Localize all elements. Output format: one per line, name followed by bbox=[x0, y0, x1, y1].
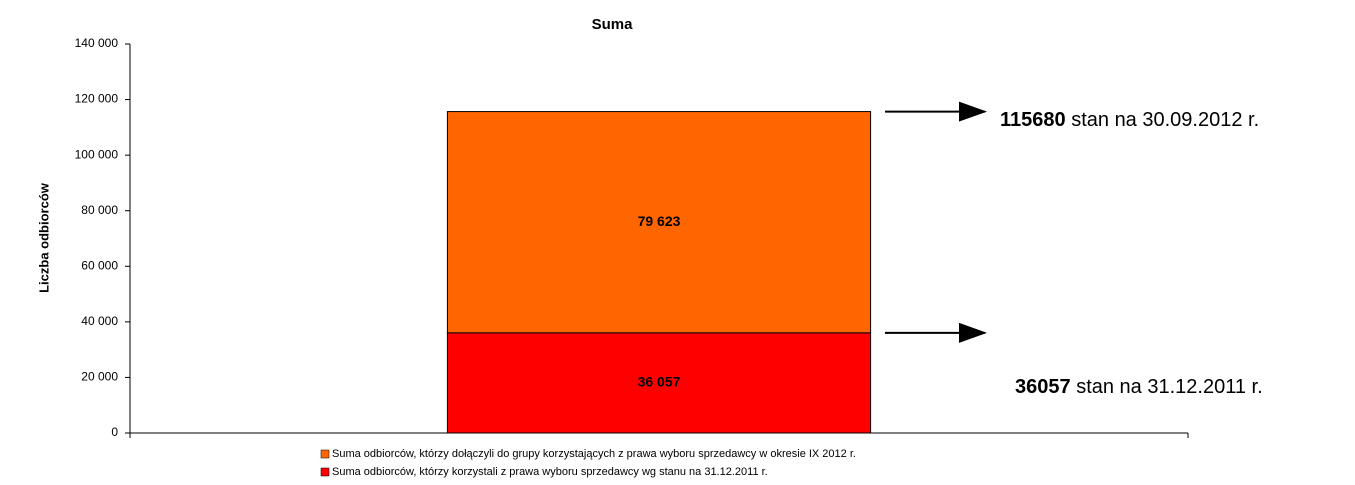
y-tick-label: 20 000 bbox=[81, 370, 118, 384]
annotation-number: 115680 bbox=[1000, 109, 1066, 131]
y-tick-label: 40 000 bbox=[81, 314, 118, 328]
annotation: 115680 stan na 30.09.2012 r. bbox=[1000, 109, 1259, 131]
legend-label: Suma odbiorców, którzy korzystali z praw… bbox=[332, 466, 768, 478]
y-tick-label: 120 000 bbox=[75, 92, 119, 106]
y-tick-label: 80 000 bbox=[81, 203, 118, 217]
y-tick-label: 0 bbox=[111, 425, 118, 439]
annotation-text: stan na 30.09.2012 r. bbox=[1071, 109, 1259, 131]
value-label: 79 623 bbox=[638, 213, 681, 229]
y-axis-label: Liczba odbiorców bbox=[36, 182, 51, 293]
value-label: 36 057 bbox=[638, 374, 681, 390]
bar-segment bbox=[446, 332, 872, 434]
y-tick-label: 140 000 bbox=[75, 36, 119, 50]
legend-label: Suma odbiorców, którzy dołączyli do grup… bbox=[332, 448, 856, 460]
legend-swatch bbox=[320, 467, 330, 477]
chart-title: Suma bbox=[592, 16, 634, 33]
annotation-text: stan na 31.12.2011 r. bbox=[1076, 376, 1262, 398]
legend-swatch bbox=[320, 449, 330, 459]
bar-segment bbox=[446, 111, 872, 334]
y-tick-label: 100 000 bbox=[75, 147, 119, 161]
annotation: 36057 stan na 31.12.2011 r. bbox=[1015, 376, 1263, 398]
annotation-number: 36057 bbox=[1015, 376, 1071, 398]
y-tick-label: 60 000 bbox=[81, 258, 118, 272]
